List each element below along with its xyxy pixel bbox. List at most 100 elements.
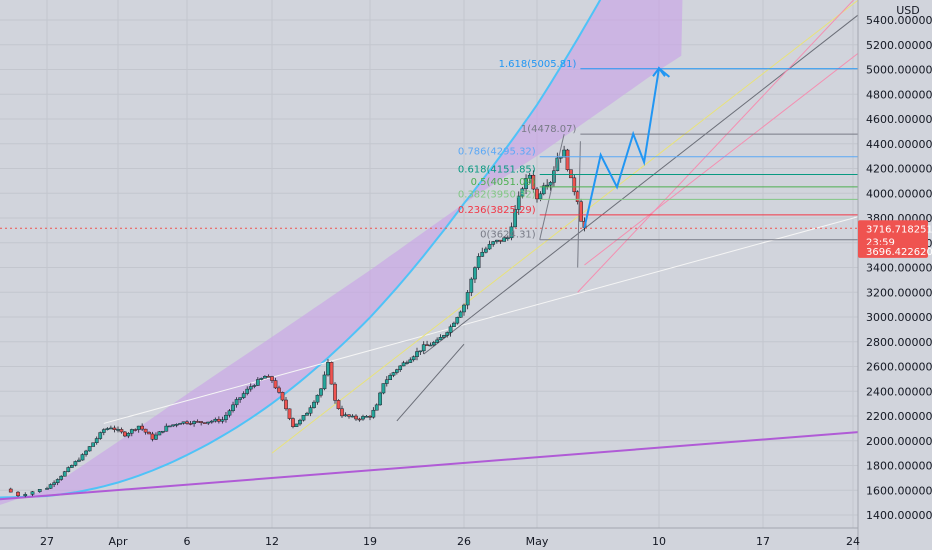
candle-up	[473, 267, 477, 280]
candle-down	[199, 421, 204, 423]
candle-up	[126, 433, 131, 437]
candle-up	[241, 393, 246, 398]
candle-down	[123, 431, 127, 437]
candle-up	[55, 479, 60, 483]
candle-up	[37, 489, 42, 492]
candle-up	[231, 404, 235, 411]
drawing-overlays	[0, 0, 859, 505]
time-tick-label: May	[526, 535, 549, 548]
candle-up	[343, 414, 348, 417]
candle-down	[354, 415, 358, 420]
candle-up	[129, 429, 134, 434]
price-tick-label: 5200.000000	[866, 39, 932, 52]
candle-up	[308, 407, 313, 414]
projection-path[interactable]	[583, 66, 671, 229]
candle-up	[442, 335, 446, 338]
candle-up	[448, 326, 453, 333]
candle-up	[298, 419, 302, 425]
candle-up	[305, 412, 309, 416]
candle-up	[116, 429, 120, 431]
candle-up	[30, 491, 35, 495]
candle-down	[333, 383, 337, 401]
candle-down	[347, 414, 351, 417]
candle-down	[8, 488, 13, 493]
candle-up	[487, 244, 492, 250]
candle-up	[59, 475, 64, 480]
candle-down	[143, 428, 148, 433]
candle-up	[558, 156, 563, 159]
candle-up	[452, 322, 456, 328]
candle-up	[62, 471, 67, 477]
fib-level-label: 0.236(3825.29)	[458, 205, 536, 216]
candle-up	[350, 415, 355, 418]
candle-up	[388, 375, 392, 381]
purple-trendline	[0, 431, 859, 501]
candlestick-series	[8, 145, 587, 498]
price-tick-label: 5400.000000	[866, 14, 932, 27]
candle-down	[16, 491, 20, 497]
candle-up	[418, 350, 423, 353]
candle-up	[263, 376, 267, 379]
candle-up	[538, 193, 543, 200]
candle-down	[185, 421, 189, 424]
candle-down	[133, 429, 138, 431]
candle-up	[252, 385, 257, 387]
fib-level-label: 0.5(4051.09)	[471, 177, 536, 188]
time-tick-label: 17	[756, 535, 770, 548]
time-tick-label: 26	[457, 535, 471, 548]
candle-down	[329, 362, 334, 385]
candle-up	[105, 428, 110, 430]
candle-down	[119, 429, 124, 433]
candle-up	[421, 344, 426, 352]
candle-down	[188, 423, 193, 425]
candle-up	[562, 149, 566, 158]
candle-down	[535, 188, 539, 200]
candle-up	[80, 454, 85, 461]
time-tick-label: 10	[652, 535, 666, 548]
candle-down	[147, 431, 151, 435]
candle-up	[398, 365, 403, 370]
price-tick-label: 1600.000000	[866, 484, 932, 497]
candle-up	[87, 446, 92, 452]
candle-up	[435, 339, 439, 343]
candle-up	[227, 410, 232, 416]
price-tick-label: 2200.000000	[866, 410, 932, 423]
candle-up	[541, 185, 546, 195]
candle-up	[157, 431, 162, 436]
fibonacci-tool[interactable]: 1.618(5005.81) 1(4478.07) 0.786(4295.32) 0.…	[458, 59, 858, 268]
price-tick-label: 4600.000000	[866, 113, 932, 126]
candle-up	[91, 442, 96, 447]
pink-trendline-2	[584, 53, 859, 266]
currency-label: USD	[896, 4, 920, 17]
fib-level-label: 1.618(5005.81)	[499, 59, 577, 70]
candle-up	[405, 362, 409, 364]
parabolic-support-curve	[0, 0, 602, 499]
countdown-text: 23:59	[866, 237, 895, 248]
white-trendline	[103, 216, 859, 424]
price-axis-panel[interactable]	[858, 0, 932, 528]
candle-up	[431, 342, 436, 346]
candle-up	[445, 332, 450, 336]
candle-down	[112, 427, 117, 430]
candle-up	[438, 337, 443, 341]
candle-up	[408, 359, 413, 363]
candle-up	[94, 438, 99, 444]
candle-up	[245, 388, 250, 394]
candle-up	[164, 425, 169, 432]
candle-up	[84, 450, 88, 455]
candle-up	[502, 237, 506, 242]
candle-up	[174, 424, 179, 426]
price-tick-label: 3200.000000	[866, 286, 932, 299]
candle-up	[545, 184, 550, 187]
candle-up	[220, 419, 225, 422]
candle-up	[319, 388, 323, 396]
candle-up	[294, 423, 299, 427]
candle-down	[195, 421, 200, 423]
price-tick-label: 2600.000000	[866, 361, 932, 374]
candle-down	[277, 387, 281, 393]
candle-up	[455, 317, 460, 324]
candle-up	[161, 430, 165, 433]
candle-up	[428, 344, 433, 347]
